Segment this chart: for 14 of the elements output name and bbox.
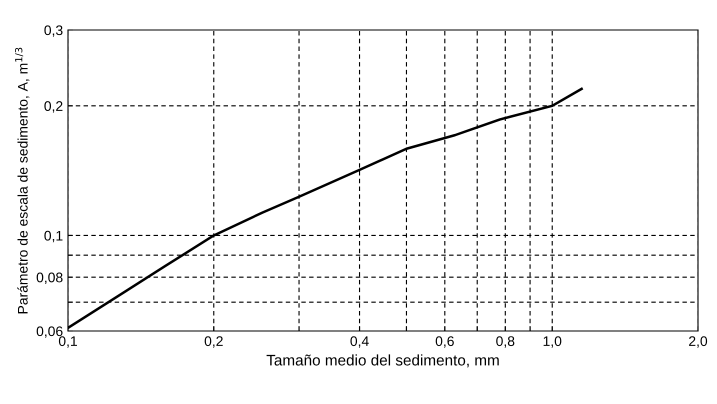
x-tick-label: 0,8 [496,336,514,348]
y-tick-label: 0,06 [36,326,63,338]
y-tick-label: 0,3 [44,25,63,37]
y-tick-label: 0,08 [36,272,63,284]
x-tick-label: 0,2 [204,336,223,348]
y-axis-title: Parámetro de escala de sedimento, A, m$^{1/3}$ [15,48,30,314]
x-tick-label: 0,1 [58,336,77,348]
y-tick-label: 0,2 [44,101,62,113]
x-tick-label: 1,0 [544,336,562,348]
x-tick-label: 0,6 [436,336,454,348]
y-tick-label: 0,1 [44,230,62,242]
x-tick-label: 0,4 [350,336,369,348]
x-axis-title: Tamaño medio del sedimento, mm [266,354,499,368]
x-tick-label: 2,0 [689,336,708,348]
